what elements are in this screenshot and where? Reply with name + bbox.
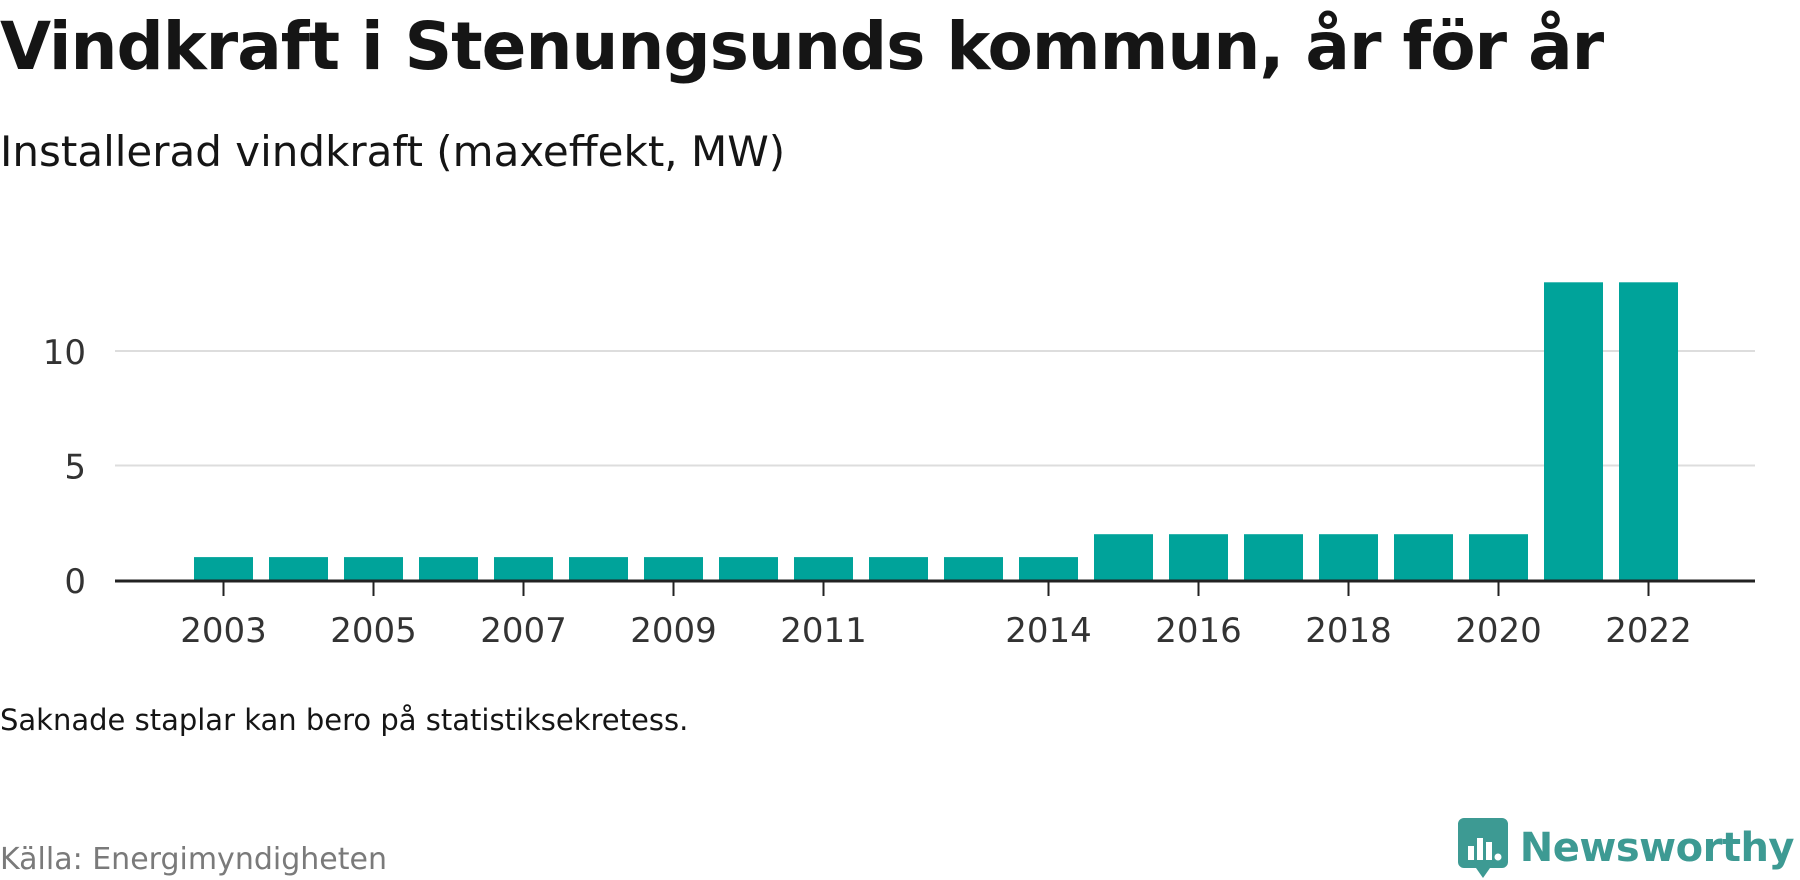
x-tick-label: 2009 [630, 611, 717, 651]
x-tick-label: 2007 [480, 611, 567, 651]
grid-lines [115, 350, 1755, 467]
bar-2004 [269, 557, 328, 580]
x-tick-label: 2020 [1455, 611, 1542, 651]
bar-2020 [1469, 534, 1528, 580]
bar-2013 [944, 557, 1003, 580]
y-tick-label: 5 [64, 448, 86, 488]
y-tick-label: 0 [64, 562, 86, 602]
bar-2007 [494, 557, 553, 580]
bar-2012 [869, 557, 928, 580]
bar-2016 [1169, 534, 1228, 580]
bar-2019 [1394, 534, 1453, 580]
x-tick-label: 2014 [1005, 611, 1092, 651]
bar-2005 [344, 557, 403, 580]
bar-2003 [194, 557, 253, 580]
x-axis [115, 579, 1755, 596]
footnote: Saknade staplar kan bero på statistiksek… [0, 703, 689, 737]
bar-2015 [1094, 534, 1153, 580]
bar-2022 [1619, 282, 1678, 580]
bar-2010 [719, 557, 778, 580]
chart-title: Vindkraft i Stenungsunds kommun, år för … [0, 8, 1604, 85]
x-tick-label: 2003 [180, 611, 267, 651]
bar-2008 [569, 557, 628, 580]
x-tick-label: 2016 [1155, 611, 1242, 651]
bar-2006 [419, 557, 478, 580]
newsworthy-logo-icon [1457, 818, 1508, 878]
x-tick-label: 2022 [1605, 611, 1692, 651]
source-credit: Källa: Energimyndigheten [0, 842, 387, 877]
bar-2017 [1244, 534, 1303, 580]
x-tick-label: 2011 [780, 611, 867, 651]
brand-logo: Newsworthy [1457, 818, 1795, 878]
x-tick-label: 2018 [1305, 611, 1392, 651]
x-tick-label: 2005 [330, 611, 417, 651]
bar-chart: 0 5 10 2003 2005 2007 2009 2011 2014 2016 2018 202… [43, 282, 1755, 651]
bar-2009 [644, 557, 703, 580]
y-tick-label: 10 [43, 333, 86, 373]
brand-name: Newsworthy [1519, 825, 1795, 871]
x-tick-labels: 2003 2005 2007 2009 2011 2014 2016 2018 2020 2022 [180, 611, 1692, 651]
y-tick-labels: 0 5 10 [43, 333, 86, 602]
chart-subtitle: Installerad vindkraft (maxeffekt, MW) [0, 127, 786, 176]
bar-2018 [1319, 534, 1378, 580]
bar-2021 [1544, 282, 1603, 580]
bar-2014 [1019, 557, 1078, 580]
bar-2011 [794, 557, 853, 580]
bars [194, 282, 1678, 580]
